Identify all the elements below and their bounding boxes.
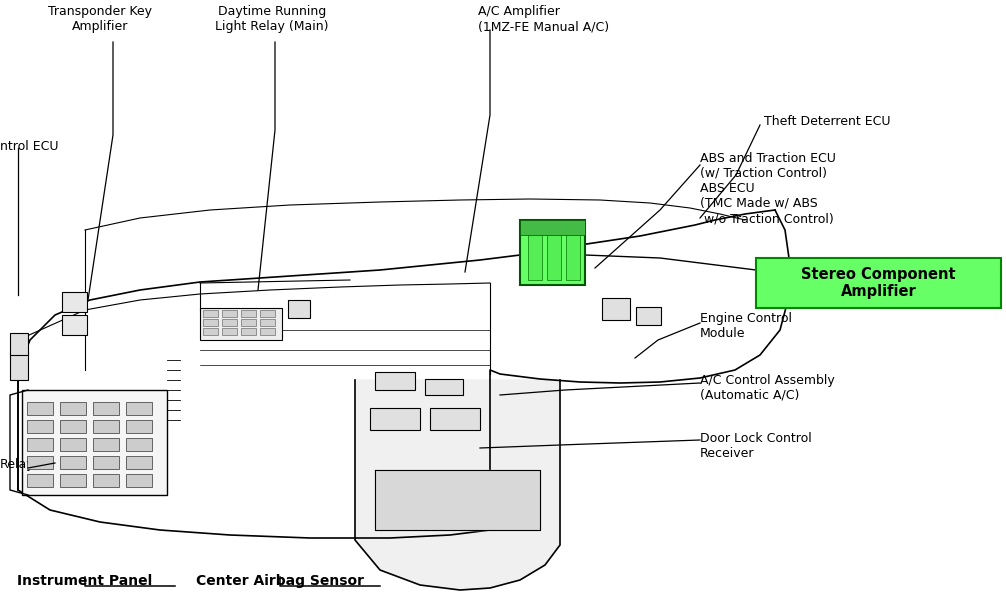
Text: Theft Deterrent ECU: Theft Deterrent ECU [764, 115, 890, 128]
Bar [520, 220, 585, 285]
Polygon shape [355, 380, 560, 590]
Bar [27, 438, 53, 451]
Bar [27, 456, 53, 469]
Text: Daytime Running
Light Relay (Main): Daytime Running Light Relay (Main) [215, 5, 329, 33]
Text: Center Airbag Sensor: Center Airbag Sensor [196, 574, 364, 588]
Bar [260, 310, 275, 317]
Bar [93, 402, 119, 415]
Bar [60, 402, 86, 415]
Bar [27, 402, 53, 415]
Bar [93, 438, 119, 451]
Bar [260, 328, 275, 335]
Bar [93, 474, 119, 487]
Bar [241, 319, 256, 326]
Bar [126, 456, 152, 469]
Bar [60, 456, 86, 469]
Bar [27, 474, 53, 487]
Bar [203, 328, 218, 335]
Bar [222, 319, 237, 326]
Bar [222, 328, 237, 335]
Bar [602, 298, 630, 320]
Bar [260, 319, 275, 326]
Bar [288, 300, 310, 318]
Bar [93, 456, 119, 469]
Text: Stereo Component
Amplifier: Stereo Component Amplifier [801, 267, 956, 299]
Polygon shape [375, 470, 540, 530]
Bar [566, 225, 580, 280]
Bar [430, 408, 480, 430]
Bar [60, 474, 86, 487]
Bar [520, 220, 585, 235]
Text: A/C Control Assembly
(Automatic A/C): A/C Control Assembly (Automatic A/C) [700, 374, 835, 402]
Bar [22, 390, 167, 495]
Bar [241, 310, 256, 317]
Bar [62, 315, 87, 335]
Text: Engine Control
Module: Engine Control Module [700, 312, 792, 340]
Bar [200, 308, 282, 340]
Text: Relay: Relay [0, 458, 34, 471]
Text: Transponder Key
Amplifier: Transponder Key Amplifier [48, 5, 152, 33]
Bar [222, 310, 237, 317]
Bar [636, 307, 661, 325]
Bar [370, 408, 420, 430]
Bar [126, 420, 152, 433]
Bar [756, 258, 1001, 308]
Bar [62, 292, 87, 312]
Bar [27, 420, 53, 433]
Bar [126, 438, 152, 451]
Bar [93, 420, 119, 433]
Text: Door Lock Control
Receiver: Door Lock Control Receiver [700, 432, 812, 460]
Bar [60, 438, 86, 451]
Bar [126, 474, 152, 487]
Bar [528, 225, 542, 280]
Text: ABS and Traction ECU
(w/ Traction Control)
ABS ECU
(TMC Made w/ ABS
 w/o Tractio: ABS and Traction ECU (w/ Traction Contro… [700, 152, 836, 225]
Bar [375, 372, 415, 390]
Text: A/C Amplifier
(1MZ-FE Manual A/C): A/C Amplifier (1MZ-FE Manual A/C) [478, 5, 609, 33]
Bar [425, 379, 463, 395]
Bar [203, 310, 218, 317]
Bar [10, 352, 28, 380]
Bar [547, 225, 561, 280]
Bar [60, 420, 86, 433]
Bar [241, 328, 256, 335]
Text: ntrol ECU: ntrol ECU [0, 140, 58, 153]
Bar [203, 319, 218, 326]
Bar [126, 402, 152, 415]
Text: Instrument Panel: Instrument Panel [17, 574, 153, 588]
Bar [10, 333, 28, 355]
